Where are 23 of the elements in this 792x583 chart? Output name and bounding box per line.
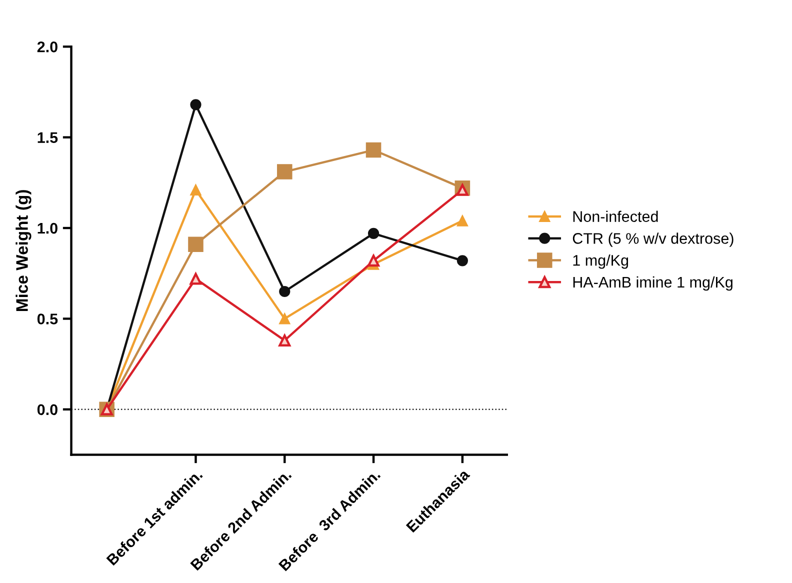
y-tick-label: 1.5 [38,132,58,144]
point [456,255,468,266]
point [190,184,202,196]
legend-label: HA-AmB imine 1 mg/Kg [573,276,732,291]
point [279,313,290,324]
y-tick-label: 0.5 [37,314,58,324]
point [368,228,380,240]
point [368,254,380,267]
point [366,142,382,158]
point [279,286,290,298]
legend-label: 1 mg/Kg [573,254,628,269]
y-axis-title: Mice Weight (g) [16,190,32,311]
point [188,236,204,252]
point [190,99,202,110]
point [190,272,202,285]
y-tick-label: 2.0 [37,42,58,52]
point [456,215,468,226]
legend-label: Non-infected [573,210,658,222]
y-tick-label: 1.0 [38,222,58,234]
point [278,334,291,346]
point [276,164,292,180]
legend-label: CTR (5 % w/v dextrose) [572,232,734,247]
y-tick-label: 0.0 [37,404,58,416]
